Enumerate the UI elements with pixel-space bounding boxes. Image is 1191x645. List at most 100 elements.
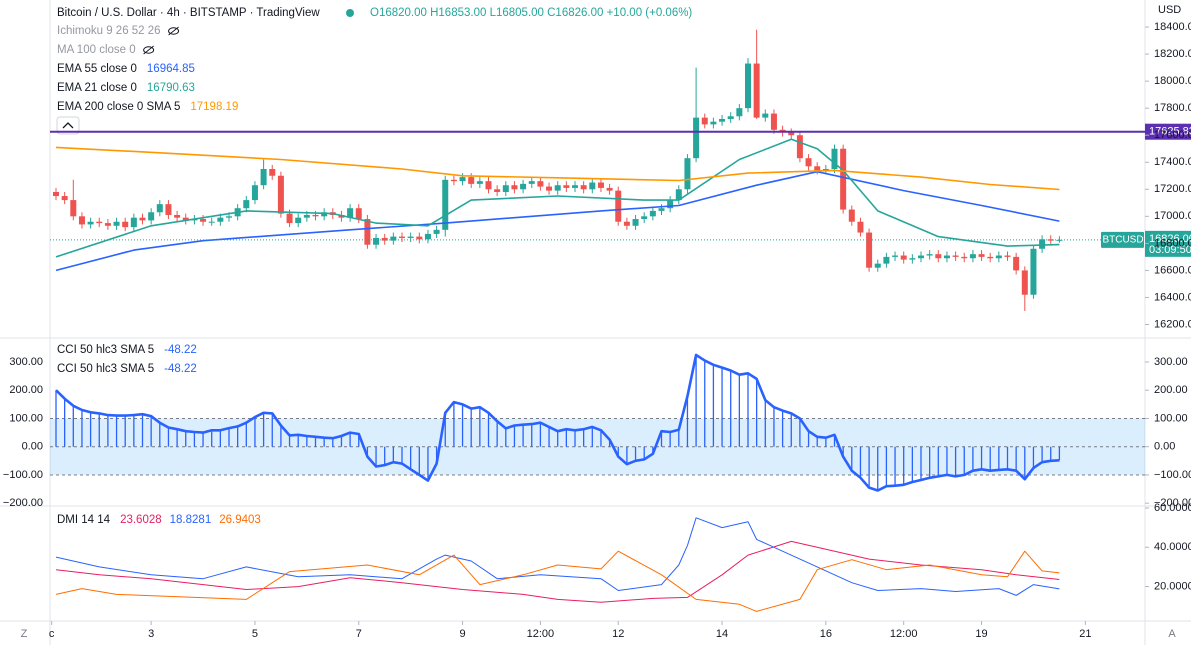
indicator-line [55, 138, 1060, 258]
y-tick-label: 0.00 [1154, 441, 1175, 453]
candle-body [935, 254, 942, 259]
eye-slash [143, 45, 154, 55]
candle-body [788, 132, 795, 136]
market-status-dot [346, 9, 354, 17]
eye-slash [168, 26, 179, 36]
candle-body [364, 219, 371, 245]
indicator-line [55, 550, 1060, 612]
indicator-value: 16790.63 [147, 82, 195, 94]
candle-body [208, 221, 215, 223]
candle-body [416, 236, 423, 240]
candle-body [943, 255, 950, 259]
x-tick-label: 16 [820, 628, 832, 640]
eye [168, 27, 180, 35]
y-tick-label-left: −100.00 [3, 469, 43, 481]
x-tick-label: 12 [612, 628, 624, 640]
candle-body [701, 117, 708, 125]
candle-body [148, 212, 155, 221]
candle-body [165, 204, 172, 215]
candle-body [494, 189, 501, 192]
candle-body [952, 255, 959, 257]
candle-body [139, 217, 146, 221]
candle-body [831, 148, 838, 169]
candle-body [303, 214, 310, 218]
toolbar-right[interactable]: A [1168, 628, 1176, 640]
indicator-value: 26.9403 [219, 514, 261, 526]
candle-body [1004, 255, 1011, 257]
candle-body [251, 185, 258, 201]
x-tick-label: 14 [716, 628, 728, 640]
candle-body [321, 212, 328, 217]
candle-body [572, 185, 578, 188]
candle-body [658, 208, 665, 211]
indicator-name: CCI 50 hlc3 SMA 5 [57, 344, 154, 356]
candle-body [87, 221, 94, 225]
candle-body [632, 219, 639, 226]
candle-body [485, 181, 492, 190]
y-tick-label-left: −200.00 [3, 497, 43, 509]
indicator-value: -48.22 [164, 344, 197, 356]
candle-body [883, 256, 890, 264]
candle-body [450, 179, 457, 182]
toolbar-left[interactable]: Z [21, 628, 28, 640]
candle-body [156, 204, 163, 213]
candle-body [736, 108, 743, 117]
indicator-name: EMA 200 close 0 SMA 5 [57, 101, 180, 113]
indicator-value: 17198.19 [190, 101, 238, 113]
auto-scale-right[interactable]: A [1162, 625, 1182, 642]
candle-body [727, 116, 734, 119]
candle-body [580, 185, 587, 190]
candle-body [675, 189, 682, 201]
candle-body [840, 148, 847, 210]
hidden-indicator-name: MA 100 close 0 [57, 44, 136, 56]
candle-body [745, 63, 751, 109]
candle-body [476, 181, 483, 184]
candle-body [969, 254, 976, 259]
candle-body [468, 177, 475, 184]
candle-body [70, 200, 77, 217]
candle-body [1030, 248, 1037, 295]
candle-body [1047, 239, 1054, 241]
y-tick-label: 17400.00 [1154, 156, 1191, 168]
hidden-icon[interactable] [168, 26, 180, 36]
x-tick-label: 21 [1079, 628, 1091, 640]
candle-body [286, 213, 293, 224]
y-tick-label: 17200.00 [1154, 183, 1191, 195]
candle-body [390, 236, 397, 241]
x-tick-label: 12:00 [890, 628, 918, 640]
candle-body [355, 208, 362, 220]
pane-plot [55, 517, 1060, 612]
y-tick-label: 60.0000 [1154, 502, 1191, 514]
candle-body [243, 200, 250, 209]
candle-body [796, 135, 803, 159]
x-tick-label: 5 [252, 628, 258, 640]
candle-body [277, 175, 284, 214]
candle-body [1056, 239, 1063, 241]
indicator-line [55, 540, 1060, 603]
candle-body [926, 254, 933, 256]
candle-body [53, 191, 59, 197]
ohlc-values: O16820.00 H16853.00 L16805.00 C16826.00 … [370, 7, 692, 19]
candle-body [104, 223, 111, 226]
y-tick-label: 18200.00 [1154, 48, 1191, 60]
auto-scale-left[interactable]: Z [14, 625, 34, 642]
candle-body [511, 185, 518, 190]
hline-price-tag [1145, 123, 1191, 140]
candle-body [710, 121, 717, 125]
candle-body [649, 210, 656, 217]
candle-body [606, 187, 613, 191]
collapse-legend-button[interactable] [56, 116, 80, 135]
candle-body [269, 169, 276, 176]
y-tick-label: −200.00 [1154, 497, 1191, 509]
y-tick-label: 17600.00 [1154, 129, 1191, 141]
y-tick-label-left: 200.00 [9, 384, 43, 396]
indicator-line [55, 517, 1060, 596]
candle-body [528, 181, 535, 184]
symbol-label: BTCUSD [1102, 234, 1143, 245]
candle-body [667, 200, 674, 209]
hidden-icon[interactable] [143, 45, 155, 55]
candle-body [770, 113, 777, 130]
candle-body [217, 217, 224, 222]
